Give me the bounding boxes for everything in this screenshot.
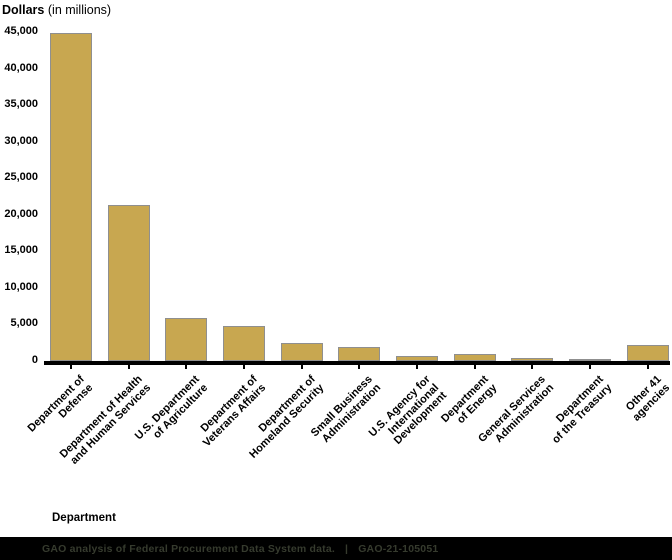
y-tick-label-25000: 25,000 xyxy=(4,171,38,184)
bar-small-business-administration xyxy=(338,347,381,361)
x-tick-small-business-administration xyxy=(358,365,361,369)
source-footer-bar: GAO analysis of Federal Procurement Data… xyxy=(0,537,672,560)
x-tick-general-services-administration xyxy=(531,365,534,369)
y-tick-label-10000: 10,000 xyxy=(4,280,38,293)
x-tick-u-s-agency-for-international-development xyxy=(415,365,418,369)
y-tick-label-20000: 20,000 xyxy=(4,207,38,220)
y-tick-label-35000: 35,000 xyxy=(4,98,38,111)
x-axis-line xyxy=(44,361,670,365)
bar-department-of-health-and-human-services xyxy=(107,205,150,361)
y-tick-label-30000: 30,000 xyxy=(4,134,38,147)
x-tick-department-of-the-treasury xyxy=(588,365,591,369)
chart-title-units: (in millions) xyxy=(47,3,112,17)
x-tick-department-of-veterans-affairs xyxy=(242,365,245,369)
bar-department-of-defense xyxy=(50,33,92,361)
x-tick-department-of-energy xyxy=(473,365,476,369)
chart-title: Dollars (in millions) xyxy=(2,3,111,17)
bar-general-services-administration xyxy=(511,358,554,361)
footer-separator: | xyxy=(345,542,349,555)
footer-report-id: GAO-21-105051 xyxy=(358,542,439,555)
y-tick-label-40000: 40,000 xyxy=(4,61,38,74)
bar-department-of-the-treasury xyxy=(568,359,611,361)
bar-department-of-veterans-affairs xyxy=(222,326,265,361)
x-tick-department-of-homeland-security xyxy=(300,365,303,369)
y-tick-label-45000: 45,000 xyxy=(4,25,38,37)
bar-department-of-energy xyxy=(453,354,496,361)
x-tick-u-s-department-of-agriculture xyxy=(185,365,188,369)
y-tick-label-15000: 15,000 xyxy=(4,244,38,257)
chart-title-bold: Dollars xyxy=(2,3,45,17)
plot-area: 0 5,000 10,000 15,000 20,000 25,000 30,000 35,0… xyxy=(4,25,671,466)
bar-u-s-agency-for-international-development xyxy=(395,356,438,361)
bar-department-of-homeland-security xyxy=(280,343,323,361)
x-tick-other-41-agencies xyxy=(646,365,649,369)
y-tick-label-0: 0 xyxy=(31,354,38,366)
footer-source: GAO analysis of Federal Procurement Data… xyxy=(42,542,336,555)
source-footer-text: GAO analysis of Federal Procurement Data… xyxy=(42,543,438,555)
x-tick-department-of-defense xyxy=(70,365,72,369)
x-tick-department-of-health-and-human-services xyxy=(127,365,130,369)
x-axis-title: Department xyxy=(52,512,116,524)
bar-other-41-agencies xyxy=(626,345,669,361)
bar-u-s-department-of-agriculture xyxy=(165,318,208,361)
y-tick-label-5000: 5,000 xyxy=(10,317,38,330)
